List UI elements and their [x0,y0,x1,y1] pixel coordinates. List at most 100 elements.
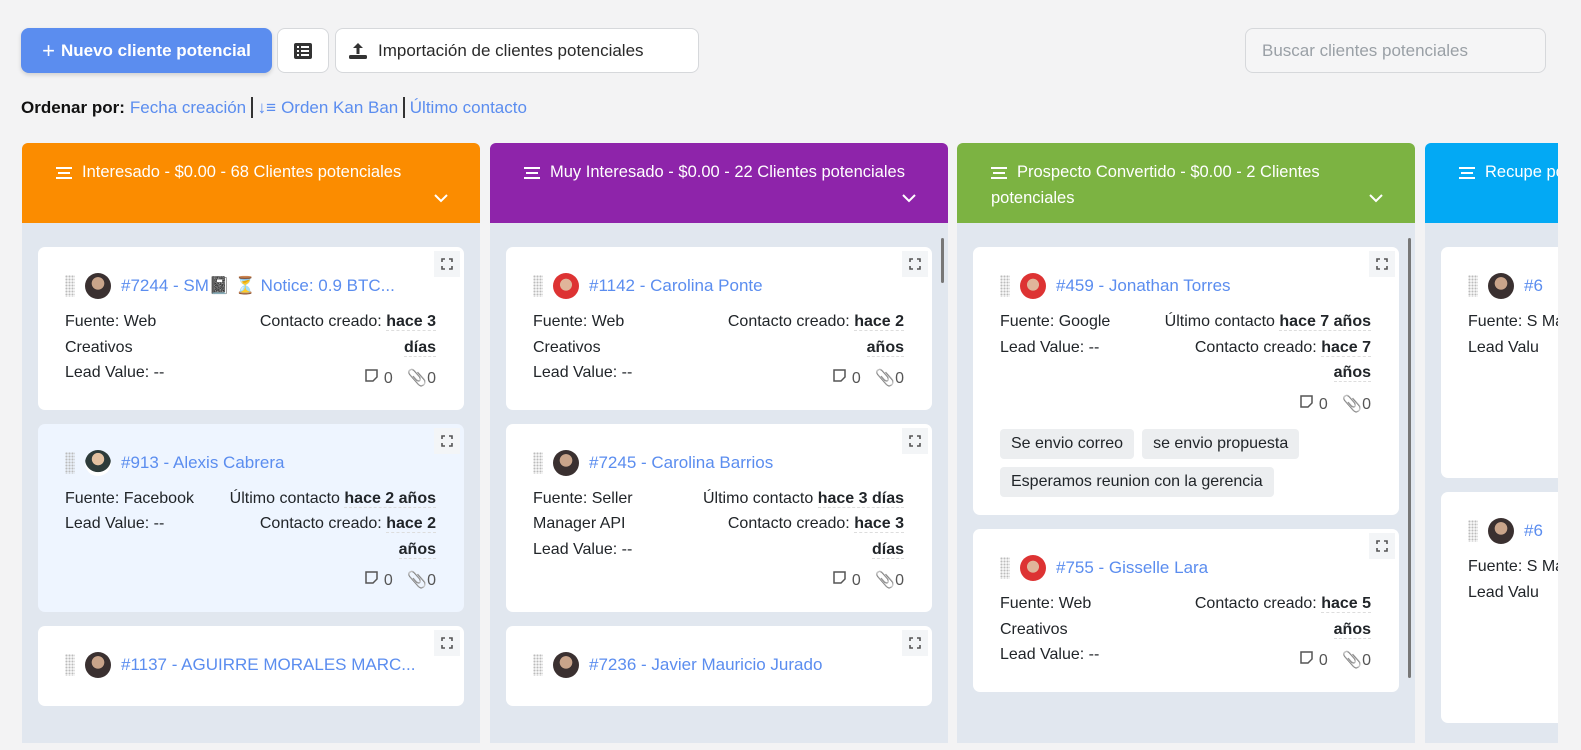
card-title-row: #1142 - Carolina Ponte [533,273,904,299]
column-header[interactable]: Prospecto Convertido - $0.00 - 2 Cliente… [957,143,1415,223]
expand-icon[interactable] [1369,251,1395,277]
lead-title-link[interactable]: #1137 - AGUIRRE MORALES MARC... [121,654,416,674]
attachments-count[interactable]: 0 [895,572,904,589]
drag-handle-icon[interactable] [533,451,543,474]
expand-icon[interactable] [902,629,928,656]
scrollbar[interactable] [1408,238,1411,678]
lead-field: Lead Value: -- [65,515,165,532]
lead-title-link[interactable]: #459 - Jonathan Torres [1056,276,1231,295]
new-lead-button[interactable]: + Nuevo cliente potencial [21,28,272,73]
tag[interactable]: se envio propuesta [1142,429,1300,459]
notes-count[interactable]: 0 [1318,652,1328,669]
attachment-icon: 📎 [402,572,428,589]
expand-icon[interactable] [434,427,460,454]
contact-info: Contacto creado: hace 2 años 0 📎0 [695,309,904,392]
drag-handle-icon[interactable] [65,451,75,474]
lead-card[interactable]: #7236 - Javier Mauricio Jurado [506,625,932,706]
contact-value: hace 2 años [386,515,436,559]
lead-title-link[interactable]: #755 - Gisselle Lara [1056,558,1209,577]
lead-card[interactable]: #913 - Alexis Cabrera Fuente: Facebook Lea… [38,423,464,612]
lead-title-link[interactable]: #913 - Alexis Cabrera [121,452,285,472]
lead-card[interactable]: #6 Fuente: S Manager Lead Valu [1441,492,1558,723]
attachments-count[interactable]: 0 [895,370,904,387]
kanban-column: Muy Interesado - $0.00 - 22 Clientes pot… [490,143,948,743]
lead-field: Fuente: Facebook [65,489,194,507]
card-body: Fuente: Web Creativos Lead Value: -- Conta… [1000,591,1371,674]
chevron-down-icon[interactable] [1369,185,1383,211]
card-title-row: #7236 - Javier Mauricio Jurado [533,651,904,678]
list-view-button[interactable] [277,28,329,73]
chevron-down-icon[interactable] [902,185,916,211]
drag-handle-icon[interactable] [533,275,543,297]
lead-info: Fuente: Seller Manager API Lead Value: -- [533,486,695,594]
expand-icon[interactable] [1369,533,1395,559]
column-header[interactable]: Recupe potenciales [1425,143,1558,223]
tag[interactable]: Se envio correo [1000,429,1135,459]
kanban-board: Interesado - $0.00 - 68 Clientes potenci… [22,143,1558,750]
attachments-count[interactable]: 0 [427,572,436,589]
column-header[interactable]: Interesado - $0.00 - 68 Clientes potenci… [22,143,480,223]
drag-handle-icon[interactable] [65,275,75,297]
card-title-row: #459 - Jonathan Torres [1000,273,1371,299]
notes-count[interactable]: 0 [1318,395,1328,413]
attachments-count[interactable]: 0 [1362,395,1371,413]
lead-field: Lead Value: -- [1000,646,1100,663]
contact-value: hace 3 días [386,313,436,357]
lead-card[interactable]: #755 - Gisselle Lara Fuente: Web Creativo… [973,529,1399,692]
drag-handle-icon[interactable] [1468,275,1478,297]
lead-title-link[interactable]: #7245 - Carolina Barrios [589,452,774,472]
avatar [553,449,579,476]
drag-handle-icon[interactable] [533,653,543,676]
expand-icon[interactable] [434,629,460,656]
avatar [85,651,111,678]
lead-field: Lead Valu [1468,583,1539,601]
lead-title-link[interactable]: #1142 - Carolina Ponte [589,276,763,295]
notes-count[interactable]: 0 [383,572,393,589]
contact-info: Contacto creado: hace 3 días 0 📎0 [227,309,436,392]
lead-field: Fuente: Seller Manager API [533,489,633,533]
lead-title-link[interactable]: #7236 - Javier Mauricio Jurado [589,654,823,674]
lead-card[interactable]: #459 - Jonathan Torres Fuente: Google Lead… [973,247,1399,515]
column-title: Prospecto Convertido - $0.00 - 2 Cliente… [991,163,1320,207]
chevron-down-icon[interactable] [434,185,448,211]
avatar [85,273,111,299]
card-body: Fuente: S Manager Lead Valu [1468,554,1558,605]
sort-kanban-order[interactable]: Orden Kan Ban [281,97,399,117]
lead-card[interactable]: #7244 - SM📓 ⏳ Notice: 0.9 BTC... Fuente: … [38,247,464,410]
lead-card[interactable]: #1142 - Carolina Ponte Fuente: Web Creati… [506,247,932,410]
lead-title-link[interactable]: #6 [1524,276,1543,295]
sort-last-contact[interactable]: Último contacto [409,97,527,117]
notes-count[interactable]: 0 [383,370,393,387]
tag[interactable]: Esperamos reunion con la gerencia [1000,467,1274,497]
lead-title-link[interactable]: #6 [1524,521,1543,540]
new-lead-label: Nuevo cliente potencial [60,40,251,60]
lead-card[interactable]: #1137 - AGUIRRE MORALES MARC... [38,625,464,706]
lead-card[interactable]: #6 Fuente: S Manager Lead Valu [1441,247,1558,478]
lead-card[interactable]: #7245 - Carolina Barrios Fuente: Seller M… [506,423,932,612]
expand-icon[interactable] [902,251,928,277]
attachments-count[interactable]: 0 [1362,652,1371,669]
scrollbar[interactable] [941,238,944,283]
expand-icon[interactable] [902,427,928,454]
lead-info: Fuente: S Manager Lead Valu [1468,309,1558,360]
avatar [553,273,579,299]
column-header[interactable]: Muy Interesado - $0.00 - 22 Clientes pot… [490,143,948,223]
drag-handle-icon[interactable] [1000,557,1010,579]
expand-icon[interactable] [434,251,460,277]
drag-handle-icon[interactable] [1468,520,1478,542]
drag-handle-icon[interactable] [1000,275,1010,297]
notes-count[interactable]: 0 [851,370,861,387]
contact-field: Contacto creado: hace 3 días [695,511,904,562]
search-leads-input[interactable] [1245,28,1546,73]
avatar [1020,273,1046,299]
contact-label: Contacto creado: [727,313,850,330]
card-title-row: #6 [1468,518,1558,544]
menu-icon [991,166,1007,179]
sort-desc-icon: ↓≡ [257,97,277,117]
import-leads-button[interactable]: Importación de clientes potenciales [335,28,699,73]
drag-handle-icon[interactable] [65,653,75,676]
lead-title-link[interactable]: #7244 - SM📓 ⏳ Notice: 0.9 BTC... [121,276,395,295]
notes-count[interactable]: 0 [851,572,861,589]
sort-creation-date[interactable]: Fecha creación [129,97,247,117]
attachments-count[interactable]: 0 [427,370,436,387]
